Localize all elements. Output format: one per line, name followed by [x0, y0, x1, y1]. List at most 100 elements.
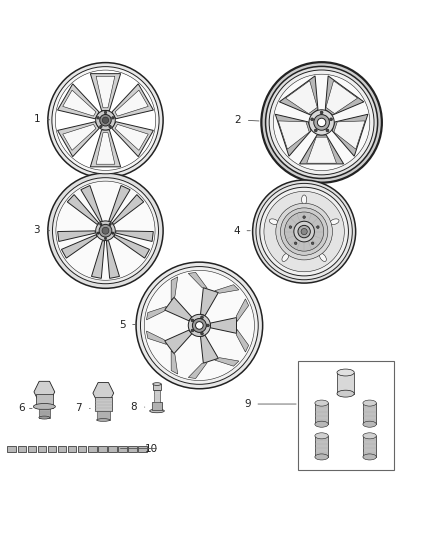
Polygon shape [61, 235, 97, 258]
Polygon shape [278, 121, 309, 149]
Text: 7: 7 [75, 403, 82, 414]
Circle shape [261, 62, 382, 183]
Text: 9: 9 [244, 399, 251, 409]
Bar [38, 446, 46, 452]
Circle shape [264, 191, 344, 272]
Bar [153, 384, 161, 390]
Bar [48, 446, 57, 452]
Ellipse shape [315, 421, 328, 427]
Polygon shape [236, 329, 249, 352]
Circle shape [56, 181, 155, 280]
Text: 3: 3 [34, 225, 40, 235]
Circle shape [144, 270, 254, 381]
Circle shape [256, 183, 352, 280]
Ellipse shape [96, 418, 110, 422]
Text: 6: 6 [18, 403, 25, 414]
Ellipse shape [33, 403, 55, 410]
Polygon shape [332, 114, 368, 156]
Circle shape [276, 203, 332, 260]
Polygon shape [112, 122, 153, 157]
Polygon shape [201, 335, 219, 363]
Circle shape [97, 232, 99, 235]
Text: 2: 2 [234, 115, 241, 125]
Polygon shape [67, 195, 99, 224]
Bar [58, 446, 67, 452]
Circle shape [273, 74, 370, 171]
Bar [363, 436, 376, 457]
Ellipse shape [150, 409, 164, 413]
Bar [315, 436, 328, 457]
Circle shape [53, 177, 159, 284]
Ellipse shape [39, 416, 50, 419]
Polygon shape [188, 272, 207, 288]
Circle shape [298, 225, 310, 238]
Circle shape [141, 266, 258, 384]
Polygon shape [115, 90, 148, 116]
Circle shape [201, 332, 203, 335]
Ellipse shape [330, 219, 339, 224]
Circle shape [188, 314, 210, 336]
Polygon shape [63, 124, 96, 150]
Polygon shape [165, 330, 192, 354]
Circle shape [95, 221, 115, 240]
Text: 4: 4 [233, 225, 240, 236]
Circle shape [311, 118, 314, 121]
Bar [315, 403, 328, 424]
Polygon shape [96, 133, 115, 164]
Bar [154, 390, 160, 402]
Circle shape [265, 67, 378, 179]
Circle shape [285, 212, 324, 251]
Bar [152, 402, 162, 410]
Circle shape [260, 187, 349, 276]
Circle shape [326, 129, 329, 132]
Circle shape [289, 226, 292, 229]
Circle shape [97, 117, 99, 119]
Polygon shape [326, 80, 357, 114]
Ellipse shape [319, 253, 326, 262]
Bar [39, 407, 50, 417]
Ellipse shape [315, 433, 328, 439]
Bar [7, 446, 16, 452]
Circle shape [112, 117, 114, 119]
Polygon shape [57, 84, 99, 119]
Polygon shape [92, 240, 105, 278]
Polygon shape [109, 185, 130, 222]
Bar [96, 411, 110, 420]
Bar [68, 446, 77, 452]
Bar [18, 446, 26, 452]
Circle shape [201, 316, 203, 319]
Polygon shape [96, 76, 115, 108]
Polygon shape [93, 383, 114, 403]
Circle shape [109, 223, 111, 225]
Ellipse shape [337, 390, 354, 397]
Polygon shape [114, 235, 149, 258]
Bar [363, 403, 376, 424]
Ellipse shape [315, 454, 328, 460]
Polygon shape [215, 358, 239, 366]
Polygon shape [211, 318, 237, 333]
Circle shape [99, 224, 112, 237]
Bar [108, 446, 117, 452]
Circle shape [294, 221, 314, 242]
Circle shape [318, 118, 326, 127]
Ellipse shape [337, 369, 354, 376]
Polygon shape [146, 306, 166, 320]
Text: 5: 5 [119, 320, 125, 329]
Circle shape [100, 223, 102, 225]
Polygon shape [165, 297, 192, 321]
Polygon shape [146, 331, 166, 344]
Polygon shape [334, 121, 365, 149]
Polygon shape [90, 130, 120, 167]
Polygon shape [201, 288, 219, 316]
Polygon shape [215, 285, 239, 293]
Text: 8: 8 [131, 402, 137, 412]
Circle shape [317, 226, 319, 229]
Circle shape [192, 319, 206, 333]
Circle shape [280, 208, 328, 255]
Ellipse shape [269, 219, 278, 224]
Bar [36, 394, 53, 408]
Circle shape [104, 237, 106, 240]
Circle shape [206, 324, 209, 327]
Polygon shape [300, 135, 344, 164]
Circle shape [48, 173, 163, 288]
